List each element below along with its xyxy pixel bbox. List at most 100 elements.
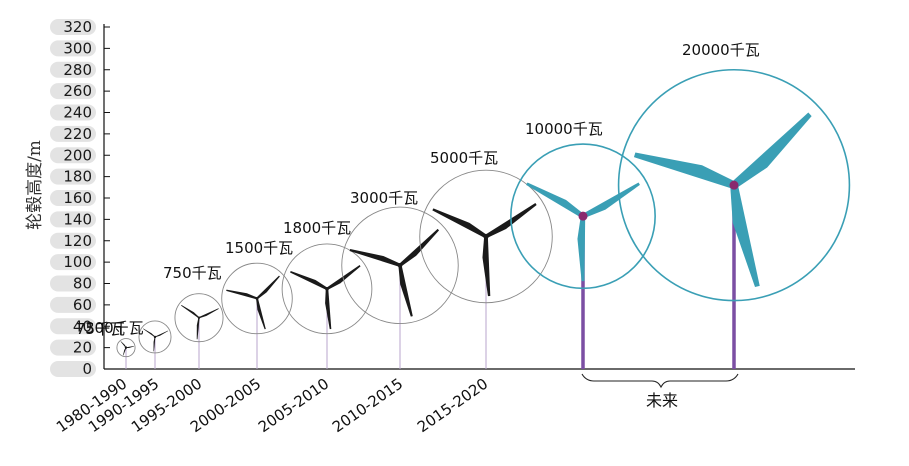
turbine-blade [526, 182, 585, 219]
y-tick-label: 280 [63, 61, 92, 79]
turbine-blade [256, 275, 280, 300]
y-tick-pill [50, 339, 96, 356]
y-tick-pill [50, 147, 96, 164]
turbine-hub [197, 316, 201, 319]
turbine-blade [633, 152, 736, 189]
y-tick-pill [50, 275, 96, 292]
y-tick-pill [50, 125, 96, 142]
y-tick-label: 180 [63, 168, 92, 186]
rotor-circle [281, 243, 373, 335]
turbine-blade [181, 304, 200, 319]
capacity-label: 1500千瓦 [225, 239, 293, 257]
y-tick-label: 140 [63, 210, 92, 228]
y-tick-pill [50, 190, 96, 206]
turbine-hub [483, 233, 489, 240]
y-tick-label: 260 [63, 82, 92, 100]
turbine-hub [124, 346, 128, 349]
capacity-label: 3000千瓦 [350, 189, 418, 207]
capacity-label: 750千瓦 [163, 264, 222, 282]
y-tick-pill [50, 104, 96, 121]
y-axis-label: 轮毂高度/m [25, 140, 45, 230]
capacity-label: 1800千瓦 [283, 219, 351, 237]
y-tick-pill [50, 83, 96, 100]
rotor-circle [116, 338, 136, 358]
turbine-0 [116, 338, 136, 369]
turbine-hub [153, 335, 157, 339]
y-tick-pill [50, 61, 96, 78]
turbine-2 [174, 293, 224, 369]
capacity-label: 300千瓦 [85, 319, 144, 337]
capacity-label: 10000千瓦 [525, 120, 603, 138]
rotor-circle [341, 206, 459, 325]
y-tick-label: 160 [63, 189, 92, 207]
y-tick-labels: 0 20 40 60 80 100 120 140 160 180 200 220 240 260 280 3… [50, 18, 96, 378]
turbine-blade [226, 289, 258, 300]
turbines [116, 68, 851, 369]
turbine-blade [398, 264, 413, 317]
y-tick-label: 240 [63, 104, 92, 122]
turbine-blade [326, 265, 361, 290]
capacity-label: 75千瓦 [76, 320, 125, 338]
rotor-circle [174, 293, 224, 343]
future-brace [581, 373, 739, 389]
capacity-label: 20000千瓦 [682, 41, 760, 59]
turbine-blade [432, 208, 487, 239]
y-tick-pill [50, 296, 96, 313]
turbine-1 [138, 320, 172, 369]
y-tick-label: 120 [63, 232, 92, 250]
y-tick-label: 320 [63, 18, 92, 36]
y-tick-pill [50, 211, 96, 228]
y-tick-pill [50, 254, 96, 271]
period-label: 2010-2015 [329, 375, 406, 437]
turbine-blade [256, 298, 266, 330]
y-tick-label: 40 [73, 317, 92, 335]
period-label: 2005-2010 [255, 375, 332, 437]
turbine-3 [221, 262, 293, 369]
turbine-7 [510, 143, 656, 369]
y-tick-pill [50, 318, 96, 335]
turbine-blade [123, 347, 127, 356]
y-tick-pill [50, 168, 96, 185]
y-tick-label: 80 [73, 275, 92, 293]
turbine-hub [325, 287, 329, 291]
turbine-hub [578, 211, 588, 221]
rotor-circle [617, 68, 851, 302]
y-tick-label: 220 [63, 125, 92, 143]
turbine-blade [731, 112, 812, 189]
turbine-hub [729, 180, 739, 190]
rotor-circle [221, 262, 293, 335]
turbine-blade [153, 336, 156, 352]
y-tick-label: 60 [73, 296, 92, 314]
turbine-blade [398, 228, 440, 267]
turbine-blade [198, 308, 219, 319]
y-tick-pill [50, 232, 96, 249]
y-tick-label: 20 [73, 339, 92, 357]
rotor-circle [510, 143, 656, 290]
turbine-blade [730, 184, 760, 287]
turbine-blade [154, 330, 169, 338]
turbine-hub [397, 263, 403, 268]
turbine-blade [125, 345, 135, 348]
turbine-6 [419, 169, 553, 369]
rotor-circle [419, 169, 553, 304]
y-ticks [104, 26, 110, 370]
period-label: 2015-2020 [414, 375, 491, 437]
y-tick-pill [50, 19, 96, 35]
turbine-blade [325, 288, 332, 330]
turbine-5 [341, 206, 459, 369]
y-tick-label: 300 [63, 39, 92, 57]
turbine-4 [281, 243, 373, 369]
y-tick-pill [50, 40, 96, 57]
turbine-8 [617, 68, 851, 369]
capacity-label: 5000千瓦 [430, 149, 498, 167]
y-tick-label: 100 [63, 253, 92, 271]
turbine-blade [482, 236, 491, 297]
y-tick-pill [50, 361, 96, 377]
turbine-blade [581, 182, 640, 219]
y-tick-label: 0 [82, 360, 92, 378]
period-labels: 1980-19901990-19951995-20002000-20052005… [53, 375, 491, 437]
turbine-blade [196, 317, 200, 340]
turbine-blade [120, 341, 127, 348]
